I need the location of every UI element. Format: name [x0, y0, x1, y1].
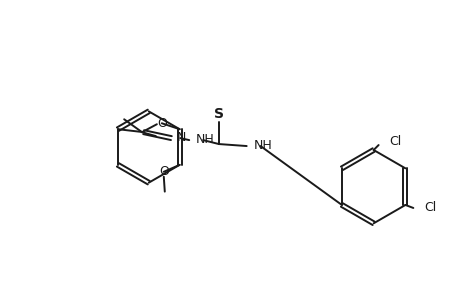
Text: O: O: [157, 117, 167, 130]
Text: Cl: Cl: [423, 202, 436, 214]
Text: O: O: [158, 165, 168, 178]
Text: Cl: Cl: [389, 135, 401, 148]
Text: NH: NH: [253, 139, 272, 152]
Text: N: N: [176, 130, 185, 144]
Text: NH: NH: [196, 133, 214, 146]
Text: S: S: [213, 107, 224, 121]
